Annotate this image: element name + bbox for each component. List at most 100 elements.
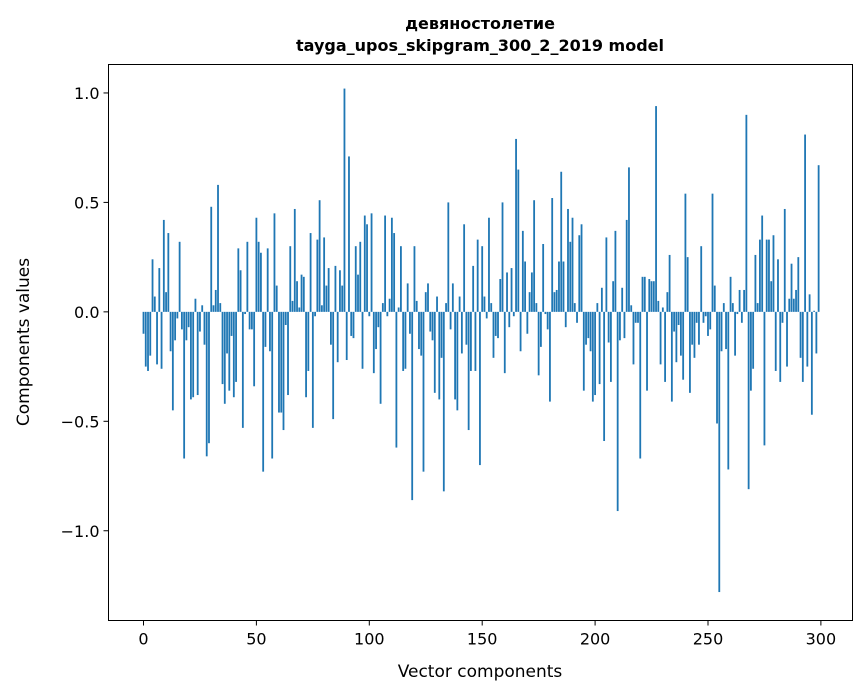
bar-201 xyxy=(596,303,599,312)
bar-151 xyxy=(483,296,486,312)
bar-213 xyxy=(623,311,626,339)
bar-235 xyxy=(673,311,676,332)
bar-275 xyxy=(763,311,766,446)
bar-2 xyxy=(147,311,149,371)
bar-137 xyxy=(451,283,454,312)
x-axis-label: Vector components xyxy=(398,662,563,682)
bar-272 xyxy=(756,303,759,312)
bar-83 xyxy=(330,311,332,345)
bar-124 xyxy=(422,311,425,472)
bar-281 xyxy=(777,259,779,312)
bar-222 xyxy=(643,276,646,312)
bar-14 xyxy=(174,311,177,341)
bar-61 xyxy=(280,311,283,413)
bar-269 xyxy=(749,311,752,391)
bar-184 xyxy=(558,261,560,312)
bar-250 xyxy=(707,311,709,336)
bar-227 xyxy=(655,106,657,312)
bar-187 xyxy=(564,311,567,328)
bar-194 xyxy=(580,224,583,312)
bar-101 xyxy=(370,213,373,312)
bar-150 xyxy=(481,246,484,312)
bar-226 xyxy=(652,281,655,312)
bar-49 xyxy=(253,311,256,387)
bar-139 xyxy=(456,311,459,411)
bar-78 xyxy=(318,200,321,312)
bar-134 xyxy=(445,303,447,312)
bar-190 xyxy=(571,217,574,312)
bar-156 xyxy=(494,311,497,336)
bar-228 xyxy=(657,300,660,312)
bar-208 xyxy=(612,281,615,312)
chart-subtitle: tayga_upos_skipgram_300_2_2019 model xyxy=(296,36,664,55)
bar-218 xyxy=(634,311,637,323)
bar-11 xyxy=(167,233,170,312)
bar-148 xyxy=(476,239,479,312)
bar-254 xyxy=(716,311,718,424)
bar-217 xyxy=(632,311,635,365)
bar-189 xyxy=(569,241,572,312)
bar-104 xyxy=(377,311,380,328)
bar-96 xyxy=(359,241,362,312)
bar-82 xyxy=(327,268,330,312)
bar-68 xyxy=(296,281,298,312)
bar-233 xyxy=(668,254,671,312)
bar-100 xyxy=(368,311,371,317)
bar-66 xyxy=(291,300,294,312)
y-axis: −1.0 −0.5 0.0 0.5 1.0 xyxy=(61,84,109,541)
bar-147 xyxy=(474,311,477,371)
bar-125 xyxy=(424,292,427,312)
bar-41 xyxy=(235,311,237,382)
bar-299 xyxy=(817,165,820,312)
bar-155 xyxy=(492,311,495,358)
bar-94 xyxy=(354,246,357,312)
bar-109 xyxy=(388,298,391,312)
bar-274 xyxy=(761,215,764,312)
bar-99 xyxy=(366,224,368,312)
bar-46 xyxy=(246,241,249,312)
bar-285 xyxy=(786,311,788,367)
bar-40 xyxy=(232,311,235,398)
bar-179 xyxy=(546,311,549,330)
bar-114 xyxy=(400,246,402,312)
bar-126 xyxy=(427,283,429,312)
bar-130 xyxy=(436,296,438,312)
bar-160 xyxy=(503,311,506,374)
bar-279 xyxy=(772,235,775,312)
bar-163 xyxy=(510,268,513,312)
bar-149 xyxy=(479,311,481,466)
bar-291 xyxy=(799,311,802,358)
bar-138 xyxy=(454,311,457,400)
bar-256 xyxy=(720,311,723,352)
y-tick-label: 1.0 xyxy=(74,84,99,103)
bar-63 xyxy=(284,311,287,325)
bar-42 xyxy=(237,248,240,312)
bar-293 xyxy=(804,134,806,312)
bar-108 xyxy=(386,311,389,317)
bar-157 xyxy=(497,311,499,339)
bar-28 xyxy=(205,311,208,457)
bar-252 xyxy=(711,193,714,312)
bar-105 xyxy=(379,311,382,404)
bar-188 xyxy=(567,208,569,312)
bar-251 xyxy=(709,311,712,330)
bar-175 xyxy=(537,311,540,376)
bar-73 xyxy=(307,311,310,371)
bar-164 xyxy=(512,311,515,317)
bar-223 xyxy=(646,311,648,391)
bar-204 xyxy=(603,311,606,442)
bar-212 xyxy=(621,287,624,312)
bar-171 xyxy=(528,292,531,312)
bar-176 xyxy=(539,311,542,347)
bar-58 xyxy=(273,213,276,312)
bar-0 xyxy=(142,311,145,334)
bar-165 xyxy=(515,138,517,312)
bar-197 xyxy=(587,311,590,339)
bar-103 xyxy=(375,311,377,350)
bar-36 xyxy=(223,311,226,404)
bar-209 xyxy=(614,230,617,312)
bar-183 xyxy=(555,289,558,312)
bar-37 xyxy=(226,311,228,354)
bar-246 xyxy=(698,311,700,345)
